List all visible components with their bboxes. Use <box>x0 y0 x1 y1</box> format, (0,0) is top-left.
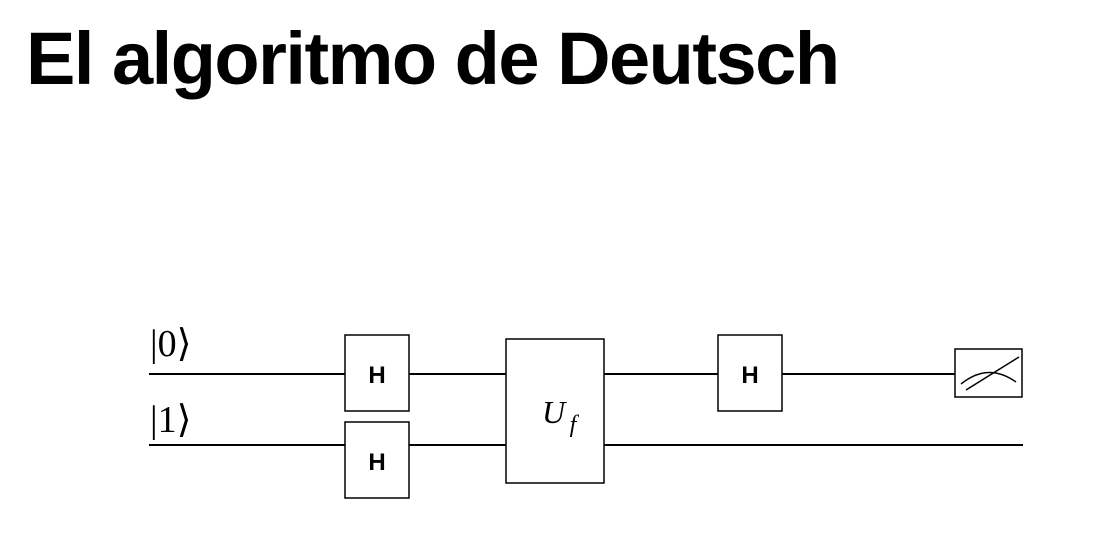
oracle-label: U f <box>542 394 580 438</box>
gate-label: H <box>368 449 385 476</box>
hadamard-gate-q0-first: H <box>344 334 410 412</box>
page-title: El algoritmo de Deutsch <box>26 17 840 100</box>
gate-label: H <box>741 362 758 389</box>
qubit-1-label: |1⟩ <box>150 399 191 441</box>
oracle-subscript: f <box>570 412 580 438</box>
oracle-gate: U f <box>505 338 605 484</box>
hadamard-gate-q1: H <box>344 421 410 499</box>
hadamard-gate-q0-second: H <box>717 334 783 412</box>
qubit-0-label: |0⟩ <box>150 323 191 365</box>
gate-label: H <box>368 362 385 389</box>
oracle-symbol: U <box>542 394 567 430</box>
meter-icon <box>954 348 1023 398</box>
